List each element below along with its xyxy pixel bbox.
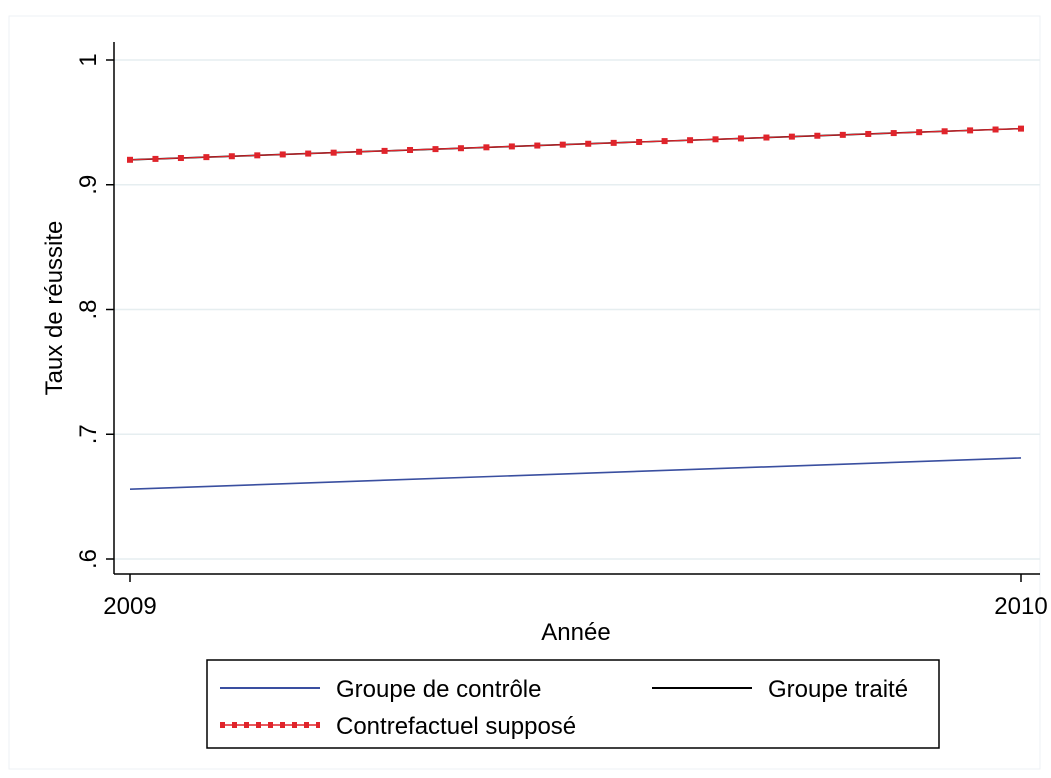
series-line-contrefactuel-suppose: [129, 128, 1022, 161]
series-marker-contrefactuel-suppose: [737, 135, 744, 142]
series-marker-contrefactuel-suppose: [712, 136, 719, 143]
legend-label-counterfactual: Contrefactuel supposé: [336, 713, 576, 740]
series-marker-contrefactuel-suppose: [457, 145, 464, 152]
series-marker-contrefactuel-suppose: [534, 142, 541, 149]
series-marker-contrefactuel-suppose: [508, 143, 515, 150]
series-marker-contrefactuel-suppose: [763, 134, 770, 141]
y-tick-label: .8: [75, 299, 102, 319]
series-marker-contrefactuel-suppose: [610, 139, 617, 146]
legend-label-control: Groupe de contrôle: [336, 676, 541, 703]
y-tick-label: .7: [75, 424, 102, 444]
series-lines: [127, 125, 1024, 490]
series-marker-contrefactuel-suppose: [407, 146, 414, 153]
series-marker-contrefactuel-suppose: [788, 133, 795, 140]
x-axis-title: Année: [541, 619, 610, 646]
series-marker-contrefactuel-suppose: [687, 137, 694, 144]
series-marker-contrefactuel-suppose: [203, 154, 210, 161]
series-marker-contrefactuel-suppose: [254, 152, 261, 159]
legend-label-treated: Groupe traité: [768, 676, 908, 703]
series-marker-contrefactuel-suppose: [839, 131, 846, 138]
chart-frame: [8, 15, 1041, 770]
axis-ticks: .6 .7 .8 .9 1 2009 2010: [75, 53, 1048, 620]
series-marker-contrefactuel-suppose: [127, 156, 133, 163]
legend: Groupe de contrôle Groupe traité Contref…: [206, 659, 940, 749]
series-marker-contrefactuel-suppose: [967, 127, 974, 134]
series-marker-contrefactuel-suppose: [228, 153, 235, 160]
grid-lines: [114, 59, 1040, 560]
y-tick-label: .6: [75, 549, 102, 569]
series-marker-contrefactuel-suppose: [992, 126, 999, 133]
series-marker-contrefactuel-suppose: [890, 130, 897, 137]
series-marker-contrefactuel-suppose: [559, 141, 566, 148]
series-line-groupe-de-controle: [129, 457, 1022, 490]
x-tick-label: 2010: [994, 593, 1047, 620]
legend-box: [206, 659, 940, 749]
series-marker-contrefactuel-suppose: [330, 149, 337, 156]
series-marker-contrefactuel-suppose: [356, 148, 363, 155]
series-marker-contrefactuel-suppose: [279, 151, 286, 158]
series-marker-contrefactuel-suppose: [152, 155, 159, 162]
series-marker-contrefactuel-suppose: [814, 132, 821, 139]
series-marker-contrefactuel-suppose: [381, 147, 388, 154]
series-marker-contrefactuel-suppose: [1018, 125, 1024, 132]
series-marker-contrefactuel-suppose: [483, 144, 490, 151]
series-marker-contrefactuel-suppose: [865, 130, 872, 137]
series-marker-contrefactuel-suppose: [177, 155, 184, 162]
y-tick-label: 1: [75, 53, 102, 66]
series-marker-contrefactuel-suppose: [916, 129, 923, 136]
series-marker-contrefactuel-suppose: [941, 128, 948, 135]
series-marker-contrefactuel-suppose: [432, 146, 439, 153]
series-marker-contrefactuel-suppose: [585, 140, 592, 147]
x-tick-label: 2009: [103, 593, 156, 620]
series-marker-contrefactuel-suppose: [636, 138, 643, 145]
series-marker-contrefactuel-suppose: [661, 138, 668, 145]
y-axis-title: Taux de réussite: [41, 221, 68, 396]
y-tick-label: .9: [75, 175, 102, 195]
series-marker-contrefactuel-suppose: [305, 150, 312, 157]
